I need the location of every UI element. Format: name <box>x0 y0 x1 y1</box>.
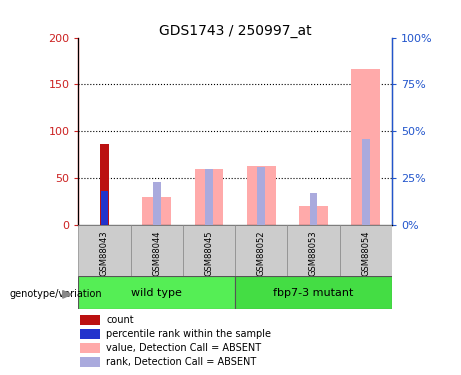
Bar <box>153 182 160 225</box>
Bar <box>183 225 235 276</box>
Text: GSM88054: GSM88054 <box>361 230 370 276</box>
Bar <box>100 144 109 225</box>
Bar <box>247 166 276 225</box>
Text: percentile rank within the sample: percentile rank within the sample <box>106 329 271 339</box>
Text: rank, Detection Call = ABSENT: rank, Detection Call = ABSENT <box>106 357 256 367</box>
Text: GSM88052: GSM88052 <box>257 230 266 276</box>
Text: value, Detection Call = ABSENT: value, Detection Call = ABSENT <box>106 343 261 353</box>
Text: wild type: wild type <box>131 288 182 297</box>
Text: GDS1743 / 250997_at: GDS1743 / 250997_at <box>159 24 312 38</box>
Text: GSM88045: GSM88045 <box>205 230 213 276</box>
Bar <box>340 225 392 276</box>
Bar <box>205 169 213 225</box>
Bar <box>257 167 265 225</box>
Bar <box>299 206 328 225</box>
Bar <box>78 276 235 309</box>
Bar <box>100 191 108 225</box>
Text: genotype/variation: genotype/variation <box>9 289 102 298</box>
Bar <box>235 225 287 276</box>
Text: GSM88044: GSM88044 <box>152 230 161 276</box>
Text: fbp7-3 mutant: fbp7-3 mutant <box>273 288 354 297</box>
Bar <box>80 329 100 339</box>
Bar <box>130 225 183 276</box>
Text: count: count <box>106 315 134 325</box>
Text: GSM88053: GSM88053 <box>309 230 318 276</box>
Bar <box>235 276 392 309</box>
Bar <box>80 315 100 326</box>
Bar <box>287 225 340 276</box>
Text: GSM88043: GSM88043 <box>100 230 109 276</box>
Bar <box>80 343 100 353</box>
Bar <box>195 169 224 225</box>
Bar <box>351 69 380 225</box>
Bar <box>142 197 171 225</box>
Bar <box>78 225 130 276</box>
Polygon shape <box>63 291 71 298</box>
Bar <box>310 193 317 225</box>
Bar <box>80 357 100 368</box>
Bar <box>362 139 370 225</box>
